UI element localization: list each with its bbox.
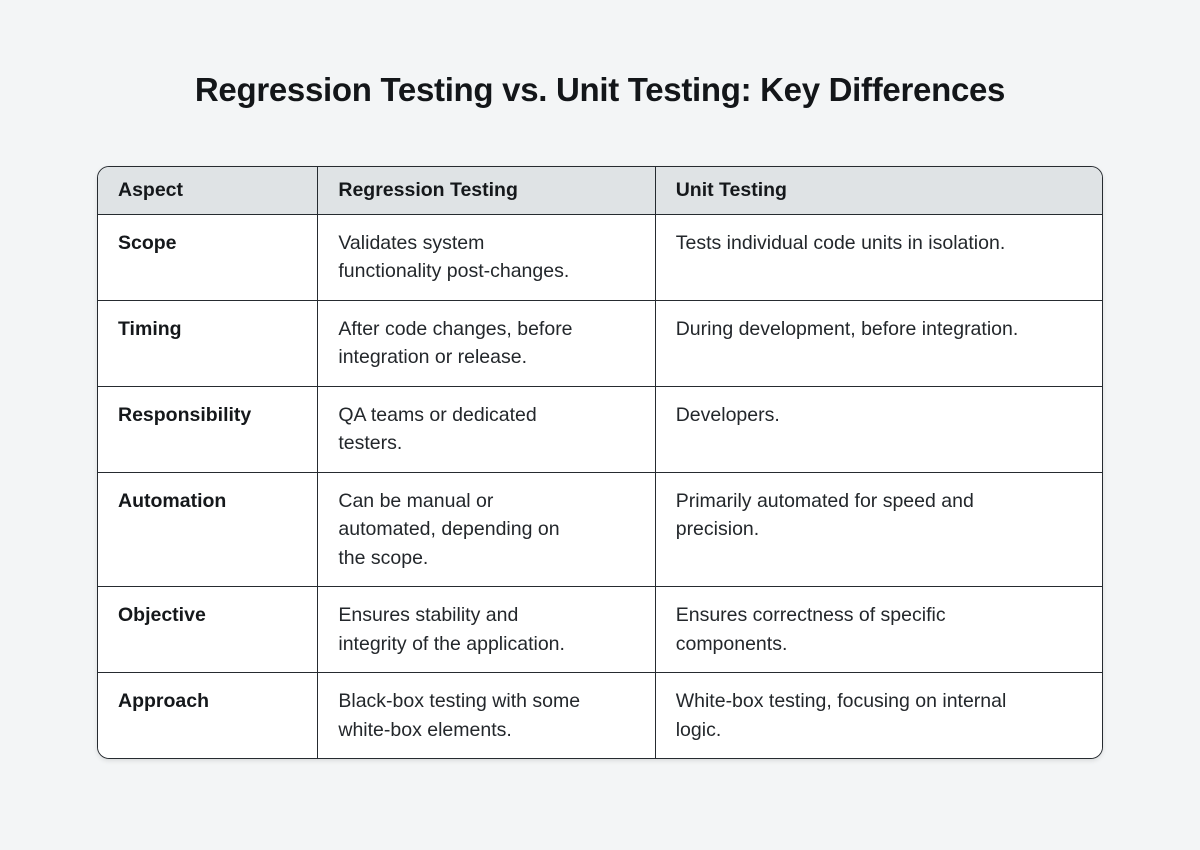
page-background: Regression Testing vs. Unit Testing: Key… bbox=[97, 71, 1103, 759]
column-header-aspect: Aspect bbox=[98, 167, 319, 215]
aspect-cell: Scope bbox=[98, 213, 319, 301]
aspect-cell: Timing bbox=[98, 299, 319, 387]
table-row: Timing After code changes, before integr… bbox=[98, 299, 1102, 387]
table-row: Objective Ensures stability and integrit… bbox=[98, 586, 1102, 673]
unit-cell: Tests individual code units in isolation… bbox=[654, 213, 1102, 301]
regression-cell: Ensures stability and integrity of the a… bbox=[317, 586, 656, 673]
table-row: Responsibility QA teams or dedicated tes… bbox=[98, 385, 1102, 473]
regression-cell: Black-box testing with some white-box el… bbox=[317, 672, 656, 758]
regression-cell: QA teams or dedicated testers. bbox=[317, 385, 656, 473]
page-title: Regression Testing vs. Unit Testing: Key… bbox=[194, 71, 1006, 108]
regression-cell: Can be manual or automated, depending on… bbox=[317, 471, 656, 587]
unit-cell: Developers. bbox=[654, 385, 1102, 473]
unit-cell: During development, before integration. bbox=[654, 299, 1102, 387]
unit-cell: Primarily automated for speed and precis… bbox=[654, 471, 1102, 587]
aspect-cell: Automation bbox=[98, 471, 319, 587]
comparison-table: Aspect Regression Testing Unit Testing S… bbox=[97, 166, 1103, 759]
unit-cell: Ensures correctness of specific componen… bbox=[654, 586, 1102, 673]
aspect-cell: Approach bbox=[98, 672, 319, 758]
regression-cell: Validates system functionality post-chan… bbox=[317, 213, 656, 301]
column-header-regression-testing: Regression Testing bbox=[317, 167, 656, 215]
table-header-row: Aspect Regression Testing Unit Testing bbox=[98, 167, 1102, 215]
regression-cell: After code changes, before integration o… bbox=[317, 299, 656, 387]
comparison-table-grid: Aspect Regression Testing Unit Testing S… bbox=[98, 167, 1102, 758]
aspect-cell: Objective bbox=[98, 586, 319, 673]
aspect-cell: Responsibility bbox=[98, 385, 319, 473]
table-row: Automation Can be manual or automated, d… bbox=[98, 471, 1102, 587]
unit-cell: White-box testing, focusing on internal … bbox=[654, 672, 1102, 758]
table-row: Approach Black-box testing with some whi… bbox=[98, 672, 1102, 758]
column-header-unit-testing: Unit Testing bbox=[654, 167, 1102, 215]
table-row: Scope Validates system functionality pos… bbox=[98, 213, 1102, 301]
